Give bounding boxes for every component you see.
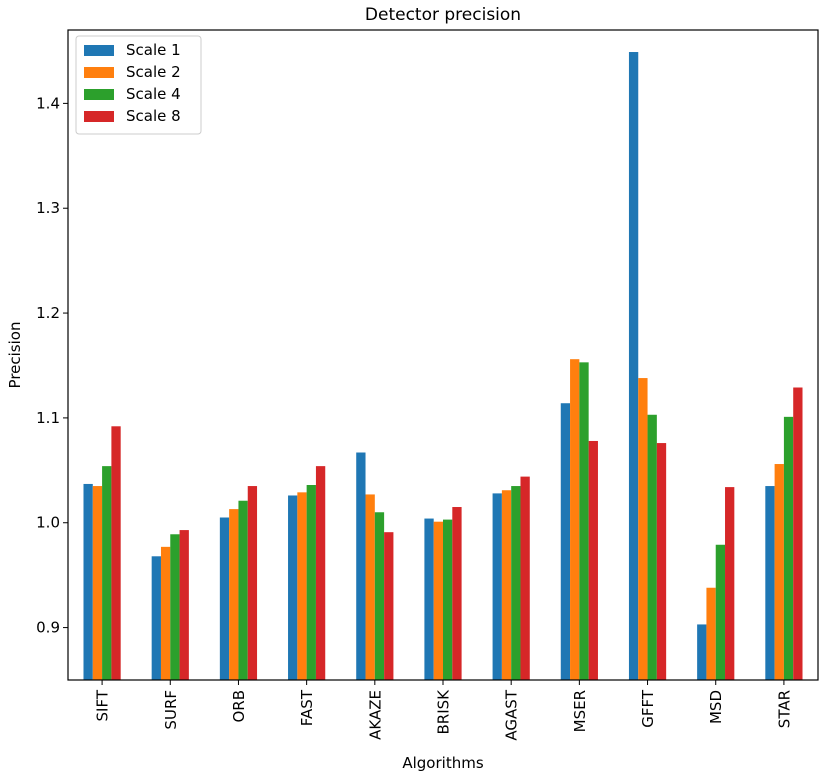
- bar-surf-scale-4: [170, 534, 180, 680]
- y-tick-label: 1.4: [36, 94, 60, 112]
- bar-sift-scale-2: [92, 486, 103, 680]
- x-tick-label-sift: SIFT: [94, 689, 112, 721]
- legend-box: [75, 35, 202, 135]
- x-tick-label-star: STAR: [775, 690, 793, 728]
- bar-msd-scale-4: [715, 544, 726, 680]
- x-axis-label: Algorithms: [402, 754, 483, 772]
- bar-gfft-scale-4: [647, 414, 657, 680]
- legend-label: Scale 4: [126, 85, 181, 103]
- x-axis: SIFT SURF ORB FAST AKAZE BRISK AGAST MSER GFFT MS…: [94, 680, 793, 741]
- bar-sift-scale-4: [102, 466, 112, 680]
- bar-orb-scale-4: [238, 500, 248, 680]
- y-tick-label: 1.2: [36, 304, 60, 322]
- bar-akaze-scale-1: [356, 452, 366, 680]
- bar-akaze-scale-8: [384, 532, 394, 680]
- bar-agast-scale-2: [501, 490, 512, 680]
- bar-fast-scale-8: [315, 466, 326, 680]
- x-tick-label-orb: ORB: [230, 690, 248, 723]
- bar-brisk-scale-8: [452, 507, 462, 680]
- bar-surf-scale-1: [151, 556, 161, 680]
- x-tick-label-msd: MSD: [707, 690, 725, 724]
- x-tick-label-mser: MSER: [571, 690, 589, 732]
- bar-mser-scale-1: [560, 403, 571, 680]
- legend-label: Scale 8: [126, 107, 181, 125]
- x-tick-label-akaze: AKAZE: [366, 690, 384, 740]
- bar-brisk-scale-1: [424, 518, 434, 680]
- bar-fast-scale-4: [306, 485, 316, 680]
- bar-orb-scale-1: [219, 517, 230, 680]
- legend-label: Scale 2: [126, 63, 181, 81]
- bar-gfft-scale-2: [638, 378, 648, 680]
- bar-star-scale-8: [793, 387, 803, 680]
- bar-gfft-scale-1: [628, 52, 639, 680]
- chart-title: Detector precision: [365, 5, 521, 25]
- bars-group: [83, 52, 803, 680]
- bar-sift-scale-8: [111, 426, 121, 680]
- x-tick-label-agast: AGAST: [503, 689, 521, 740]
- bar-agast-scale-1: [492, 493, 502, 680]
- bar-brisk-scale-4: [443, 519, 453, 680]
- y-axis-label: Precision: [6, 322, 24, 389]
- x-tick-label-gfft: GFFT: [639, 689, 657, 728]
- y-tick-label: 1.3: [36, 199, 60, 217]
- bar-msd-scale-1: [697, 624, 707, 680]
- legend-label: Scale 1: [126, 41, 181, 59]
- y-tick-label: 1.1: [36, 409, 60, 427]
- bar-fast-scale-2: [297, 492, 307, 680]
- x-tick-label-fast: FAST: [298, 689, 316, 726]
- x-tick-label-brisk: BRISK: [435, 689, 453, 735]
- bar-agast-scale-4: [511, 486, 521, 680]
- y-axis: 0.9 1.0 1.1 1.2 1.3 1.4: [36, 94, 68, 637]
- bar-mser-scale-8: [588, 440, 598, 680]
- bar-akaze-scale-2: [365, 494, 375, 680]
- bar-star-scale-2: [774, 464, 784, 680]
- y-tick-label: 1.0: [36, 514, 60, 532]
- bar-star-scale-4: [783, 416, 794, 680]
- legend-swatch: [84, 45, 114, 56]
- bar-orb-scale-2: [229, 509, 239, 680]
- legend-swatch: [84, 67, 114, 78]
- bar-orb-scale-8: [247, 486, 258, 680]
- bar-sift-scale-1: [83, 483, 93, 680]
- legend-swatch: [84, 89, 114, 100]
- bar-brisk-scale-2: [433, 521, 443, 680]
- bar-msd-scale-2: [706, 587, 716, 680]
- bar-akaze-scale-4: [374, 512, 385, 680]
- bar-agast-scale-8: [520, 476, 530, 680]
- plot-frame: [67, 29, 819, 681]
- bar-fast-scale-1: [288, 495, 298, 680]
- y-tick-label: 0.9: [36, 619, 60, 637]
- bar-surf-scale-8: [179, 530, 189, 680]
- bar-gfft-scale-8: [656, 443, 667, 680]
- x-tick-label-surf: SURF: [162, 690, 180, 730]
- legend-swatch: [84, 111, 114, 122]
- bar-msd-scale-8: [725, 487, 735, 680]
- bar-star-scale-1: [765, 486, 775, 680]
- bar-mser-scale-2: [570, 359, 580, 680]
- legend: Scale 1 Scale 2 Scale 4 Scale 8: [75, 35, 202, 135]
- bar-mser-scale-4: [579, 362, 589, 680]
- bar-surf-scale-2: [160, 546, 171, 680]
